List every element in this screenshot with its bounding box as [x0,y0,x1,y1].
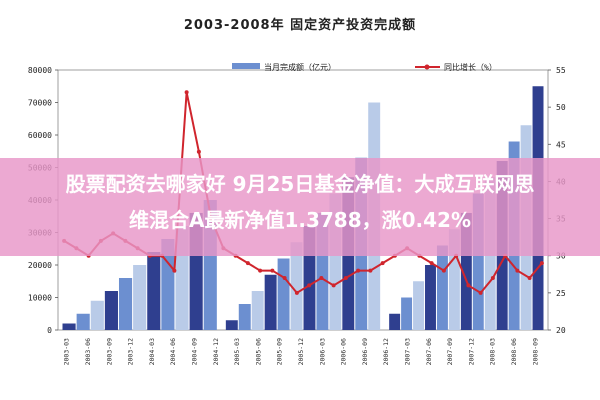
bar [472,193,484,330]
growth-point [478,290,483,295]
x-tick-label: 2005-06 [254,338,262,365]
x-tick-label: 2003-03 [63,338,71,365]
x-tick-label: 2004-06 [169,338,177,365]
x-tick-label: 2005-03 [233,338,241,365]
x-tick-label: 2007-03 [404,338,412,365]
x-tick-label: 2006-06 [340,338,348,365]
growth-point [441,268,446,273]
bar [389,313,401,330]
growth-point [270,268,275,273]
x-tick-label: 2004-12 [212,338,220,365]
legend-bar-label: 当月完成额（亿元） [264,62,336,72]
x-tick-label: 2004-09 [190,338,198,365]
x-tick-label: 2008-03 [489,338,497,365]
growth-point [368,268,373,273]
bar [425,265,436,330]
bar [303,226,316,330]
bar [76,313,90,330]
x-tick-label: 2003-06 [84,338,92,365]
x-tick-label: 2007-12 [467,338,475,365]
y-right-tick-label: 55 [556,66,566,75]
growth-point [196,149,201,154]
y-right-tick-label: 20 [556,326,566,335]
x-tick-label: 2005-09 [276,338,284,365]
bar [316,213,329,330]
bar [225,320,238,330]
bar [264,274,277,330]
headline-banner [0,158,600,256]
x-tick-label: 2003-09 [105,338,113,365]
legend-line-marker [424,64,430,70]
growth-point [307,283,312,288]
y-right-tick-label: 45 [556,140,566,149]
growth-point [343,276,348,280]
y-right-tick-label: 30 [556,252,566,261]
y-right-tick-label: 50 [556,103,566,112]
x-tick-label: 2008-09 [531,338,539,365]
y-left-tick-label: 0 [47,326,52,335]
growth-point [319,276,324,280]
y-left-tick-label: 80000 [28,66,52,75]
bar [401,297,413,330]
growth-point [331,283,336,288]
bar [448,229,460,330]
bar [104,291,118,330]
bar [290,242,303,330]
y-left-tick-label: 70000 [28,99,52,108]
x-tick-label: 2003-12 [127,338,135,365]
x-tick-label: 2007-09 [446,338,454,365]
y-left-tick-label: 20000 [28,261,52,270]
legend-bar-swatch [232,63,260,69]
growth-point [258,268,263,273]
growth-point [466,283,471,288]
x-tick-label: 2004-03 [148,338,156,365]
headline-line-2: 维混合A最新净值1.3788，涨0.42% [128,208,472,232]
x-tick-label: 2005-12 [297,338,305,365]
bar [161,239,175,330]
bar [90,300,104,330]
growth-point [184,90,189,95]
x-tick-label: 2006-09 [361,338,369,365]
bar [62,323,76,330]
growth-point [282,276,287,280]
growth-point [172,268,177,273]
bar [460,213,472,330]
chart-title: 2003-2008年 固定资产投资完成额 [183,18,417,33]
bar [133,265,147,330]
bar [147,252,161,330]
y-left-tick-label: 10000 [28,294,52,303]
growth-point [380,261,385,266]
bar [238,304,251,330]
growth-point [539,261,544,266]
growth-point [245,261,250,266]
growth-point [294,290,299,295]
growth-point [515,268,520,273]
bar [329,193,342,330]
x-tick-label: 2008-06 [510,338,518,365]
headline-line-1: 股票配资去哪家好 9月25日基金净值：大成互联网思 [65,172,535,196]
growth-point [356,268,361,273]
legend-line-label: 同比增长（%） [444,62,497,72]
y-right-tick-label: 25 [556,289,566,298]
x-tick-label: 2006-03 [318,338,326,365]
growth-point [490,276,495,280]
growth-point [527,276,532,280]
bar [118,278,133,330]
bar [251,291,264,330]
x-tick-label: 2006-12 [382,338,390,365]
bar [277,258,290,330]
x-tick-label: 2007-06 [425,338,433,365]
bar [436,245,448,330]
y-left-tick-label: 60000 [28,131,52,140]
bar [413,281,425,330]
growth-point [429,261,434,266]
